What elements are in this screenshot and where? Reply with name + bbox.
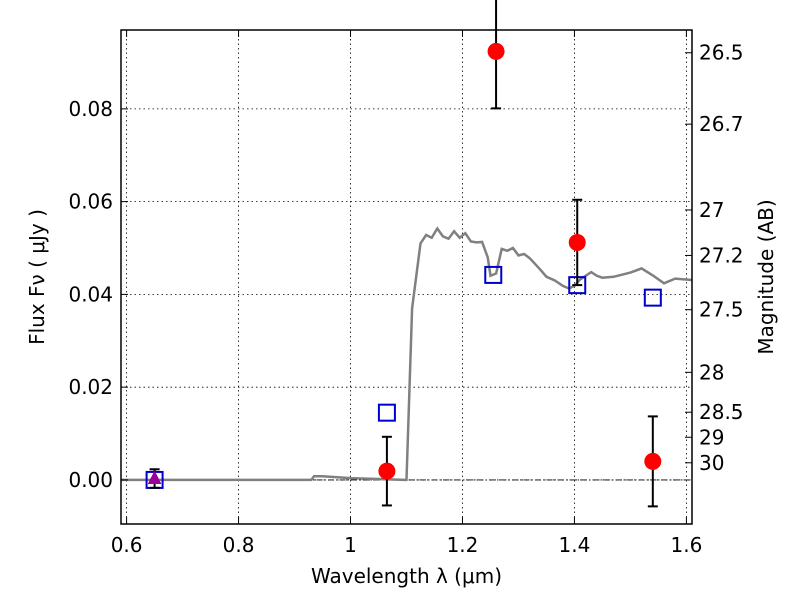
x-tick-label: 1.2 [447,533,479,557]
axis-ticks: 0.6 0.8 1 1.2 1.4 1.6 0.00 0.02 0.04 0.06 0.08 26.5… [68,30,744,557]
right-tick-label: 26.7 [699,112,744,136]
photometry-point [568,233,586,251]
model-spectrum-line [121,226,693,482]
right-tick-label: 27.5 [699,298,744,322]
x-axis-label: Wavelength λ (μm) [311,564,502,588]
photometry-point [487,42,505,60]
right-tick-label: 26.5 [699,41,744,65]
model-flux-square [377,403,396,422]
x-tick-label: 1.4 [559,533,591,557]
model-flux-square [484,265,503,284]
y-tick-label: 0.00 [68,468,113,492]
upper-limit-triangle [147,470,162,485]
right-tick-label: 27.2 [699,243,744,267]
x-tick-label: 0.8 [223,533,255,557]
right-tick-label: 27 [699,198,724,222]
right-tick-label: 28 [699,360,724,384]
right-tick-label: 30 [699,451,724,475]
right-tick-label: 29 [699,425,724,449]
photometry-point [378,462,396,480]
y-axis-label: Flux Fν ( μJy ) [25,209,49,345]
y-tick-label: 0.02 [68,375,113,399]
plot-frame [120,29,693,525]
y-tick-label: 0.06 [68,190,113,214]
x-tick-label: 1.6 [670,533,702,557]
y-tick-label: 0.04 [68,282,113,306]
photometry-point [644,452,662,470]
model-flux-square [643,288,662,307]
x-tick-label: 1 [344,533,357,557]
y-tick-label: 0.08 [68,97,113,121]
series-marks [121,0,693,508]
x-tick-label: 0.6 [111,533,143,557]
y-axis-right-label: Magnitude (AB) [754,199,778,354]
right-tick-label: 28.5 [699,400,744,424]
